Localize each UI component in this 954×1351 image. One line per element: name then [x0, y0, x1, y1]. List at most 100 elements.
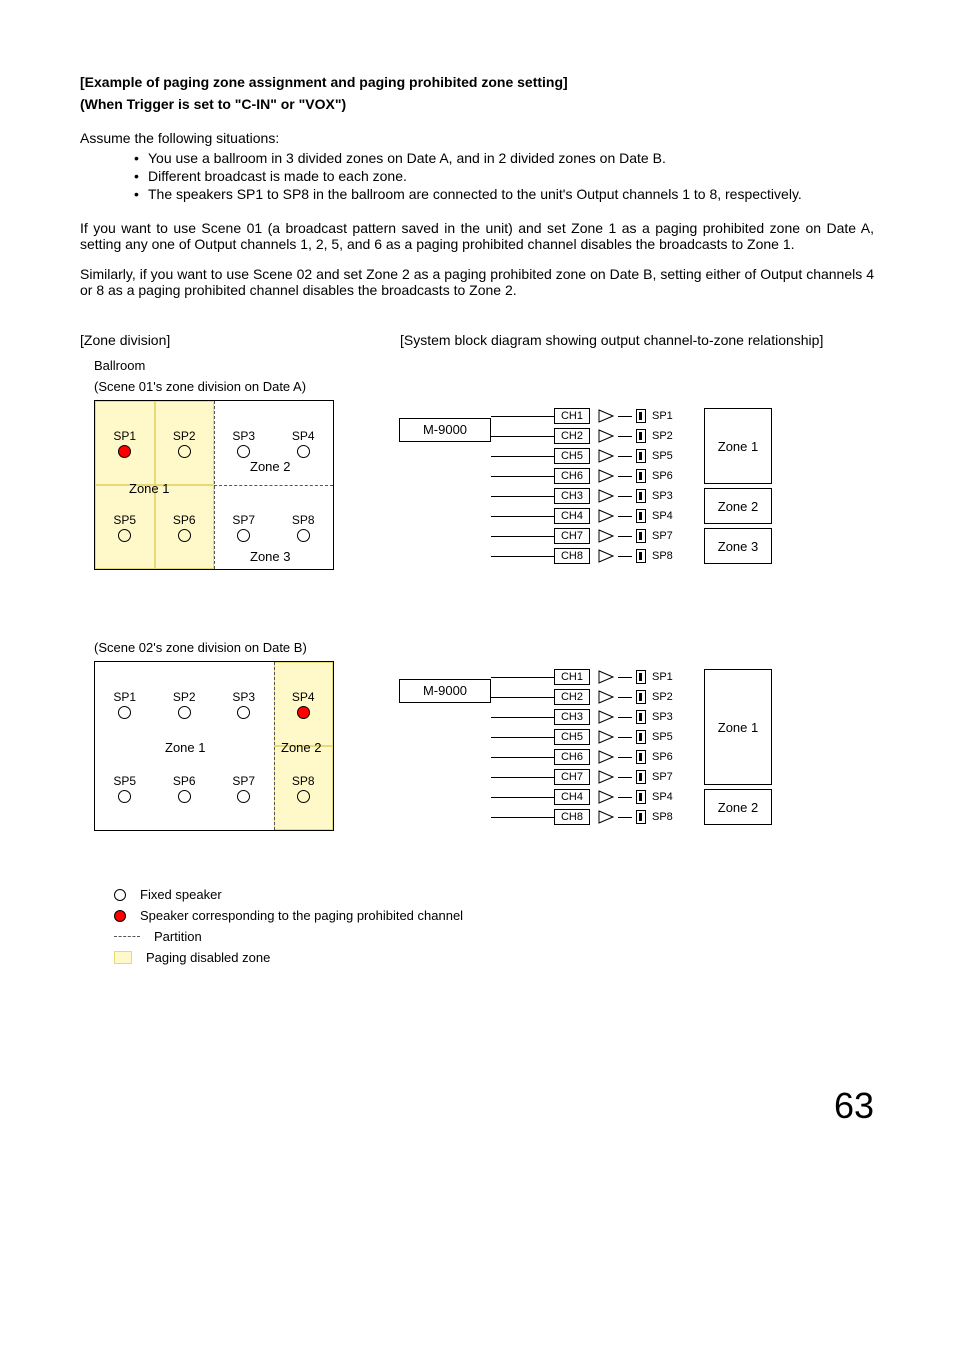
fixed-speaker-icon: [114, 889, 126, 901]
speaker-cell: SP3: [214, 662, 274, 746]
speaker-icon: [178, 706, 191, 719]
speaker-box-icon: [636, 489, 646, 503]
speaker-icon: [118, 706, 131, 719]
speaker-cell: SP5: [95, 485, 155, 569]
speaker-out-label: SP1: [652, 671, 673, 683]
channel-row: CH4SP4: [554, 789, 673, 805]
wire: [618, 757, 632, 758]
speaker-icon: [178, 445, 191, 458]
wire: [491, 757, 554, 758]
amp-icon: [598, 730, 614, 744]
wire: [491, 456, 554, 457]
speaker-out-label: SP2: [652, 691, 673, 703]
speaker-out-label: SP3: [652, 490, 673, 502]
partition-icon: [114, 936, 140, 937]
wire: [618, 436, 632, 437]
zone1-label-a: Zone 1: [129, 481, 169, 496]
heading-2: (When Trigger is set to "C-IN" or "VOX"): [80, 96, 874, 112]
channel-label: CH6: [554, 749, 590, 765]
channel-row: CH2SP2: [554, 428, 673, 444]
channel-row: CH8SP8: [554, 809, 673, 825]
unit-box-a: M-9000: [399, 418, 491, 442]
channel-label: CH1: [554, 408, 590, 424]
wire: [618, 677, 632, 678]
speaker-icon: [237, 706, 250, 719]
speaker-icon: [297, 529, 310, 542]
bullet-1: You use a ballroom in 3 divided zones on…: [148, 150, 874, 166]
zone-box: Zone 2: [704, 488, 772, 524]
speaker-out-label: SP4: [652, 510, 673, 522]
speaker-label: SP1: [113, 429, 136, 443]
speaker-label: SP4: [292, 690, 315, 704]
amp-icon: [598, 770, 614, 784]
channel-row: CH3 SP3: [554, 488, 673, 504]
amp-icon: [598, 489, 614, 503]
diagram-headers: [Zone division] [System block diagram sh…: [80, 332, 874, 348]
channel-row: CH2SP2: [554, 689, 673, 705]
speaker-label: SP2: [173, 429, 196, 443]
bullet-2: Different broadcast is made to each zone…: [148, 168, 874, 184]
channel-label: CH5: [554, 448, 590, 464]
speaker-box-icon: [636, 730, 646, 744]
speaker-cell: SP6: [155, 485, 215, 569]
speaker-cell: SP2: [155, 401, 215, 485]
scene-a-label: (Scene 01's zone division on Date A): [94, 379, 874, 394]
block-diagram-caption: [System block diagram showing output cha…: [400, 332, 823, 348]
channel-row: CH6SP6: [554, 468, 673, 484]
channel-row: CH4SP4: [554, 508, 673, 524]
wire: [618, 416, 632, 417]
speaker-label: SP6: [173, 774, 196, 788]
channel-row: CH7SP7: [554, 769, 673, 785]
speaker-box-icon: [636, 549, 646, 563]
speaker-icon: [297, 445, 310, 458]
wire: [618, 797, 632, 798]
zone2-label-b: Zone 2: [281, 740, 321, 755]
channel-row: CH1SP1: [554, 408, 673, 424]
wire: [618, 536, 632, 537]
channel-label: CH6: [554, 468, 590, 484]
wire: [491, 697, 554, 698]
speaker-icon: [118, 790, 131, 803]
speaker-out-label: SP2: [652, 430, 673, 442]
zone-box: Zone 1: [704, 669, 772, 785]
prohibited-speaker-icon: [114, 910, 126, 922]
amp-icon: [598, 409, 614, 423]
speaker-icon: [178, 790, 191, 803]
legend-partition: Partition: [154, 929, 202, 944]
amp-icon: [598, 690, 614, 704]
wire: [491, 797, 554, 798]
speaker-cell: SP1: [95, 662, 155, 746]
intro-line: Assume the following situations:: [80, 130, 874, 146]
amp-icon: [598, 429, 614, 443]
speaker-out-label: SP3: [652, 711, 673, 723]
channel-row: CH1SP1: [554, 669, 673, 685]
speaker-label: SP7: [232, 774, 255, 788]
speaker-cell: SP4: [274, 662, 334, 746]
channel-row: CH5SP5: [554, 729, 673, 745]
unit-box-b: M-9000: [399, 679, 491, 703]
speaker-box-icon: [636, 670, 646, 684]
speaker-out-label: SP8: [652, 811, 673, 823]
bullet-3: The speakers SP1 to SP8 in the ballroom …: [148, 186, 874, 202]
wire: [618, 516, 632, 517]
speaker-box-icon: [636, 750, 646, 764]
wire: [618, 777, 632, 778]
zone-box: Zone 3: [704, 528, 772, 564]
speaker-out-label: SP5: [652, 731, 673, 743]
speaker-label: SP5: [113, 774, 136, 788]
legend: Fixed speaker Speaker corresponding to t…: [114, 887, 874, 965]
wire: [491, 717, 554, 718]
channel-label: CH8: [554, 548, 590, 564]
channel-label: CH3: [554, 488, 590, 504]
speaker-cell: SP6: [155, 746, 215, 830]
disabled-zone-icon: [114, 951, 132, 964]
speaker-icon: [237, 445, 250, 458]
wire: [491, 416, 554, 417]
zone-division-caption: [Zone division]: [80, 332, 170, 348]
speaker-cell: SP7: [214, 746, 274, 830]
amp-icon: [598, 710, 614, 724]
wire: [618, 737, 632, 738]
wire: [491, 556, 554, 557]
wire: [491, 737, 554, 738]
channel-row: CH6SP6: [554, 749, 673, 765]
